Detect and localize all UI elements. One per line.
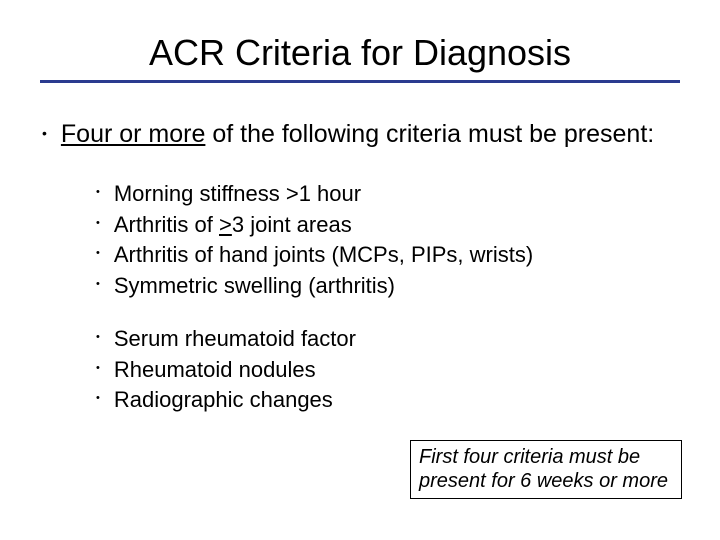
bullet-dot: • (96, 272, 100, 296)
list-item-text: Morning stiffness >1 hour (114, 180, 361, 208)
list-item-text: Symmetric swelling (arthritis) (114, 272, 395, 300)
slide-title: ACR Criteria for Diagnosis (40, 32, 680, 74)
list-item: • Radiographic changes (96, 386, 680, 414)
list-item-text: Radiographic changes (114, 386, 333, 414)
list-item-text: Rheumatoid nodules (114, 356, 316, 384)
list-item: • Morning stiffness >1 hour (96, 180, 680, 208)
bullet-dot: • (96, 325, 100, 349)
list-item-text: Arthritis of hand joints (MCPs, PIPs, wr… (114, 241, 533, 269)
main-underlined: Four or more (61, 120, 205, 148)
main-rest: of the following criteria must be presen… (205, 120, 654, 148)
bullet-dot: • (42, 119, 47, 147)
note-text: First four criteria must be present for … (419, 446, 668, 492)
item-underlined: > (219, 212, 232, 237)
bullet-dot: • (96, 356, 100, 380)
bullet-dot: • (96, 180, 100, 204)
criteria-group-2: • Serum rheumatoid factor • Rheumatoid n… (96, 325, 680, 414)
bullet-dot: • (96, 211, 100, 235)
item-prefix: Arthritis of (114, 212, 219, 237)
item-suffix: 3 joint areas (232, 212, 352, 237)
title-underline (40, 80, 680, 83)
slide: ACR Criteria for Diagnosis • Four or mor… (0, 0, 720, 540)
list-item-text: Arthritis of >3 joint areas (114, 211, 352, 239)
list-item: • Arthritis of >3 joint areas (96, 211, 680, 239)
note-box: First four criteria must be present for … (410, 440, 682, 499)
list-item-text: Serum rheumatoid factor (114, 325, 356, 353)
bullet-dot: • (96, 386, 100, 410)
list-item: • Symmetric swelling (arthritis) (96, 272, 680, 300)
main-bullet-text: Four or more of the following criteria m… (61, 119, 654, 150)
list-item: • Rheumatoid nodules (96, 356, 680, 384)
bullet-dot: • (96, 241, 100, 265)
main-bullet: • Four or more of the following criteria… (40, 119, 680, 150)
list-item: • Arthritis of hand joints (MCPs, PIPs, … (96, 241, 680, 269)
list-item: • Serum rheumatoid factor (96, 325, 680, 353)
criteria-group-1: • Morning stiffness >1 hour • Arthritis … (96, 180, 680, 299)
